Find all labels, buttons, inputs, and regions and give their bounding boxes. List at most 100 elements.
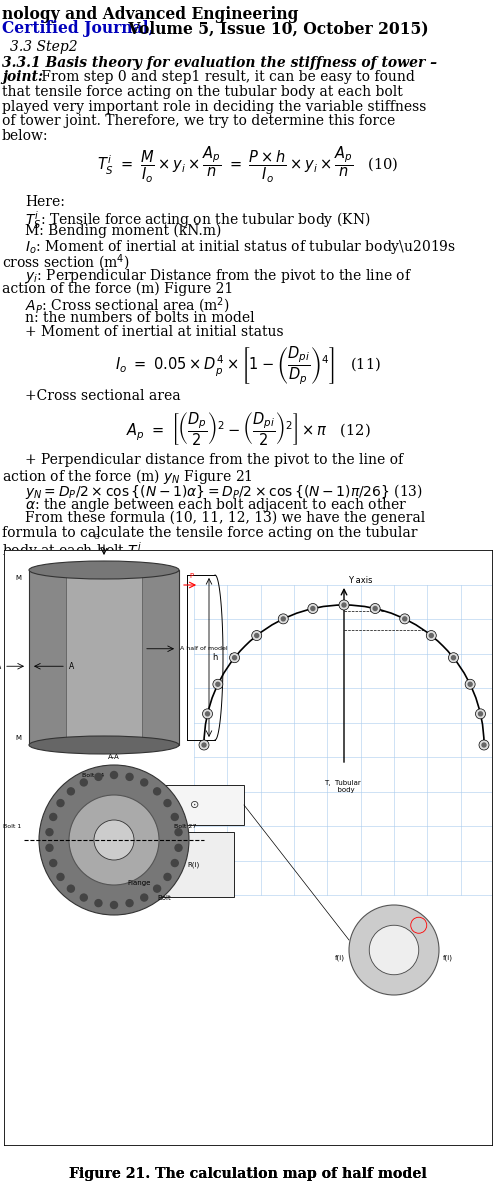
Circle shape — [369, 925, 419, 974]
Text: +Cross sectional area: +Cross sectional area — [25, 390, 181, 403]
Text: Volume 5, Issue 10, October 2015): Volume 5, Issue 10, October 2015) — [123, 20, 429, 37]
Text: G: G — [94, 534, 99, 540]
Circle shape — [111, 772, 118, 779]
Text: played very important role in deciding the variable stiffness: played very important role in deciding t… — [2, 99, 427, 114]
Text: $y_i$: Perpendicular Distance from the pivot to the line of: $y_i$: Perpendicular Distance from the p… — [25, 268, 412, 285]
Circle shape — [164, 874, 171, 881]
Text: n: the numbers of bolts in model: n: the numbers of bolts in model — [25, 310, 254, 324]
Text: $\odot$: $\odot$ — [189, 799, 199, 811]
Circle shape — [349, 905, 439, 995]
Text: $I_o \ = \ 0.05 \times D_p^4 \times \left[1 - \left(\dfrac{D_{pi}}{D_p}\right)^4: $I_o \ = \ 0.05 \times D_p^4 \times \lef… — [115, 345, 381, 386]
Text: $y_N = D_P/2 \times \cos\{(N-1)\alpha\} = D_P/2 \times \cos\{(N-1)\pi/26\}$ (13): $y_N = D_P/2 \times \cos\{(N-1)\alpha\} … — [25, 482, 423, 501]
Circle shape — [46, 844, 53, 851]
Circle shape — [111, 901, 118, 908]
Circle shape — [175, 844, 182, 851]
Text: $A_P$: Cross sectional area (m$^2$): $A_P$: Cross sectional area (m$^2$) — [25, 296, 230, 316]
Circle shape — [448, 652, 458, 663]
Circle shape — [126, 773, 133, 780]
Circle shape — [403, 617, 407, 620]
Circle shape — [233, 656, 237, 659]
Circle shape — [95, 900, 102, 907]
Circle shape — [468, 682, 472, 687]
Circle shape — [171, 813, 178, 821]
Text: R(i): R(i) — [188, 862, 200, 868]
Circle shape — [80, 894, 87, 901]
Circle shape — [57, 874, 64, 881]
Circle shape — [94, 821, 134, 860]
Text: $A_p \ = \ \left[\left(\dfrac{D_p}{2}\right)^2 - \left(\dfrac{D_{pi}}{2}\right)^: $A_p \ = \ \left[\left(\dfrac{D_p}{2}\ri… — [125, 411, 371, 448]
Text: Bolt 27: Bolt 27 — [174, 824, 196, 829]
Text: Bolt 1: Bolt 1 — [3, 824, 21, 829]
Circle shape — [164, 799, 171, 806]
Circle shape — [95, 773, 102, 780]
Text: Certified Journal,: Certified Journal, — [2, 20, 154, 37]
Circle shape — [50, 813, 57, 821]
Circle shape — [46, 829, 53, 836]
Text: From these formula (10, 11, 12, 13) we have the general: From these formula (10, 11, 12, 13) we h… — [25, 511, 425, 526]
Circle shape — [370, 604, 380, 613]
Text: T,  Tubular
      body: T, Tubular body — [324, 780, 361, 793]
Circle shape — [465, 680, 475, 689]
Text: formula to calculate the tensile force acting on the tubular: formula to calculate the tensile force a… — [2, 526, 418, 540]
Text: of tower joint. Therefore, we try to determine this force: of tower joint. Therefore, we try to det… — [2, 114, 395, 128]
Circle shape — [216, 682, 220, 687]
Circle shape — [482, 744, 486, 747]
Circle shape — [278, 613, 288, 624]
Text: cross section (m$^4$): cross section (m$^4$) — [2, 252, 130, 272]
Ellipse shape — [29, 736, 179, 754]
Text: Figure 21. The calculation map of half model: Figure 21. The calculation map of half m… — [69, 1167, 427, 1180]
Text: joint:: joint: — [2, 71, 43, 84]
Text: that tensile force acting on the tubular body at each bolt: that tensile force acting on the tubular… — [2, 85, 403, 99]
Bar — [66, 573, 142, 740]
Bar — [144, 785, 244, 825]
Text: M: M — [15, 735, 21, 741]
Circle shape — [308, 604, 318, 613]
Circle shape — [281, 617, 285, 620]
Text: $T_S^i \ = \ \dfrac{M}{I_o} \times y_i \times \dfrac{A_p}{n} \ = \ \dfrac{P \tim: $T_S^i \ = \ \dfrac{M}{I_o} \times y_i \… — [97, 144, 399, 185]
Text: f(i): f(i) — [443, 954, 453, 961]
Circle shape — [67, 886, 74, 893]
Text: below:: below: — [2, 129, 49, 142]
Circle shape — [230, 652, 240, 663]
Circle shape — [476, 709, 486, 719]
Circle shape — [479, 740, 489, 749]
Circle shape — [430, 633, 434, 637]
Text: Y axis: Y axis — [348, 575, 372, 585]
Text: 3.3 Step2: 3.3 Step2 — [10, 40, 78, 54]
Text: From step 0 and step1 result, it can be easy to found: From step 0 and step1 result, it can be … — [37, 71, 415, 84]
Text: A: A — [0, 662, 1, 671]
Text: M: Bending moment (kN.m): M: Bending moment (kN.m) — [25, 224, 221, 238]
Text: action of the force (m) Figure 21: action of the force (m) Figure 21 — [2, 282, 233, 296]
Circle shape — [339, 600, 349, 610]
Circle shape — [141, 779, 148, 786]
Circle shape — [426, 631, 436, 641]
Text: Flange: Flange — [127, 880, 151, 886]
Circle shape — [251, 631, 262, 641]
Circle shape — [39, 765, 189, 915]
Circle shape — [57, 799, 64, 806]
Circle shape — [202, 709, 212, 719]
Text: P: P — [189, 573, 193, 579]
Circle shape — [126, 900, 133, 907]
Circle shape — [69, 794, 159, 884]
Circle shape — [400, 613, 410, 624]
Text: H: H — [229, 654, 236, 662]
Ellipse shape — [29, 561, 179, 579]
Text: + Perpendicular distance from the pivot to the line of: + Perpendicular distance from the pivot … — [25, 453, 403, 466]
Text: Here:: Here: — [25, 194, 65, 208]
Text: Bolt 14: Bolt 14 — [82, 773, 104, 778]
Circle shape — [80, 779, 87, 786]
Circle shape — [141, 894, 148, 901]
Text: body at each bolt $T_S^i$: body at each bolt $T_S^i$ — [2, 540, 144, 562]
Text: f(i): f(i) — [335, 954, 345, 961]
Text: nology and Advanced Engineering: nology and Advanced Engineering — [2, 6, 299, 22]
Bar — [29, 570, 179, 745]
Text: A-A: A-A — [108, 754, 120, 760]
Circle shape — [50, 860, 57, 867]
Circle shape — [175, 829, 182, 836]
Circle shape — [154, 886, 161, 893]
Circle shape — [311, 606, 315, 611]
Text: 3.3.1 Basis theory for evaluation the stiffness of tower –: 3.3.1 Basis theory for evaluation the st… — [2, 56, 437, 70]
Text: + Moment of inertial at initial status: + Moment of inertial at initial status — [25, 324, 284, 339]
Circle shape — [202, 744, 206, 747]
